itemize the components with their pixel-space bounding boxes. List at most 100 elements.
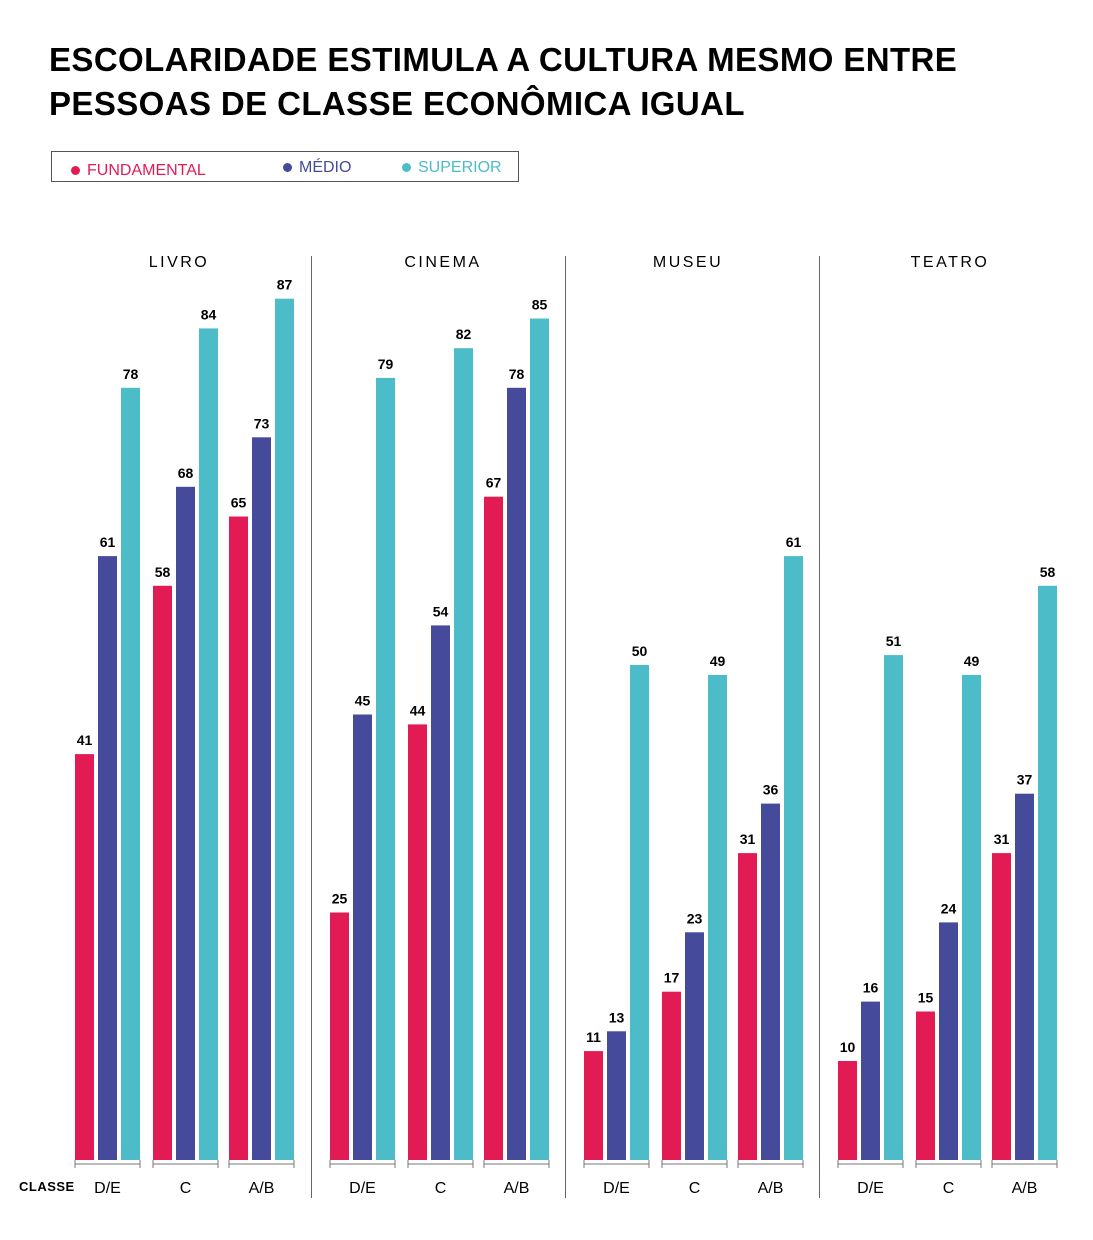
data-label: 51 (886, 633, 902, 649)
bar-museu-c-médio (685, 932, 704, 1160)
panel-divider-3 (819, 256, 820, 1198)
tick-label: C (180, 1180, 192, 1197)
bar-cinema-de-superior (376, 377, 395, 1160)
bar-livro-c-superior (199, 328, 218, 1160)
bar-museu-de-superior (630, 665, 649, 1160)
panel-divider-2 (565, 256, 566, 1198)
panel-title-cinema: CINEMA (404, 254, 482, 271)
data-label: 31 (994, 831, 1010, 847)
data-label: 13 (609, 1009, 625, 1025)
tick-label: C (943, 1180, 955, 1197)
legend-swatch-superior (402, 163, 411, 172)
legend-item-fundamental: FUNDAMENTAL (71, 155, 206, 186)
data-label: 10 (840, 1039, 856, 1055)
data-label: 23 (687, 910, 703, 926)
data-label: 25 (332, 891, 348, 907)
data-label: 44 (410, 702, 426, 718)
data-label: 73 (254, 415, 270, 431)
data-label: 36 (763, 782, 779, 798)
bar-museu-ab-médio (761, 803, 780, 1160)
tick-label: D/E (94, 1180, 121, 1197)
bar-cinema-c-fundamental (408, 724, 427, 1160)
bar-teatro-c-médio (939, 922, 958, 1160)
legend-item-superior: SUPERIOR (402, 152, 502, 183)
bar-teatro-de-superior (884, 655, 903, 1160)
bar-cinema-ab-superior (530, 318, 549, 1160)
bar-museu-ab-fundamental (738, 853, 757, 1160)
data-label: 78 (509, 366, 525, 382)
data-label: 87 (277, 277, 293, 293)
legend-label-medio: MÉDIO (299, 158, 352, 176)
data-label: 24 (941, 900, 957, 916)
bar-livro-c-fundamental (153, 585, 172, 1160)
data-label: 54 (433, 603, 449, 619)
tick-label: A/B (1012, 1180, 1038, 1197)
data-label: 41 (77, 732, 93, 748)
tick-label: D/E (857, 1180, 884, 1197)
data-label: 11 (586, 1029, 601, 1045)
bar-museu-c-fundamental (662, 991, 681, 1160)
tick-label: C (689, 1180, 701, 1197)
data-label: 82 (456, 326, 472, 342)
tick-label: D/E (349, 1180, 376, 1197)
bar-cinema-de-médio (353, 714, 372, 1160)
tick-label: D/E (603, 1180, 630, 1197)
data-label: 37 (1017, 772, 1033, 788)
chart-title-line-2: PESSOAS DE CLASSE ECONÔMICA IGUAL (49, 85, 745, 122)
x-axis-title: CLASSE (19, 1179, 75, 1194)
bar-cinema-c-médio (431, 625, 450, 1160)
chart-title-line-1: ESCOLARIDADE ESTIMULA A CULTURA MESMO EN… (49, 41, 958, 78)
bar-teatro-ab-superior (1038, 585, 1057, 1160)
bar-livro-de-fundamental (75, 754, 94, 1160)
bar-cinema-ab-médio (507, 387, 526, 1160)
chart-title: ESCOLARIDADE ESTIMULA A CULTURA MESMO EN… (49, 38, 957, 126)
bar-teatro-ab-médio (1015, 793, 1034, 1160)
bar-teatro-c-fundamental (916, 1011, 935, 1160)
bar-teatro-ab-fundamental (992, 853, 1011, 1160)
bar-museu-c-superior (708, 674, 727, 1160)
data-label: 61 (786, 534, 802, 550)
bar-livro-ab-médio (252, 437, 271, 1160)
bar-livro-ab-fundamental (229, 516, 248, 1160)
data-label: 79 (378, 356, 394, 372)
bar-museu-de-médio (607, 1031, 626, 1160)
bar-livro-de-médio (98, 556, 117, 1160)
data-label: 49 (710, 653, 726, 669)
bar-livro-ab-superior (275, 298, 294, 1160)
legend-swatch-medio (283, 163, 292, 172)
data-label: 61 (100, 534, 116, 550)
tick-label: A/B (249, 1180, 275, 1197)
data-label: 50 (632, 643, 648, 659)
panel-title-teatro: TEATRO (910, 254, 990, 271)
tick-label: A/B (504, 1180, 530, 1197)
data-label: 84 (201, 306, 217, 322)
panel-title-livro: LIVRO (148, 254, 210, 271)
data-label: 65 (231, 495, 247, 511)
legend-swatch-fundamental (71, 166, 80, 175)
data-label: 85 (532, 297, 548, 313)
bar-livro-c-médio (176, 486, 195, 1160)
legend-label-superior: SUPERIOR (418, 158, 502, 176)
bar-cinema-de-fundamental (330, 912, 349, 1160)
legend-item-medio: MÉDIO (283, 152, 351, 183)
data-label: 45 (355, 693, 371, 709)
data-label: 68 (178, 465, 194, 481)
bar-teatro-de-médio (861, 1001, 880, 1160)
bar-museu-ab-superior (784, 556, 803, 1160)
data-label: 49 (964, 653, 980, 669)
bar-cinema-c-superior (454, 348, 473, 1160)
data-label: 15 (918, 990, 934, 1006)
data-label: 58 (155, 564, 171, 580)
data-label: 78 (123, 366, 139, 382)
bar-livro-de-superior (121, 387, 140, 1160)
bar-teatro-de-fundamental (838, 1061, 857, 1160)
bar-cinema-ab-fundamental (484, 496, 503, 1160)
legend-label-fundamental: FUNDAMENTAL (87, 161, 206, 179)
data-label: 67 (486, 475, 502, 491)
tick-label: C (435, 1180, 447, 1197)
data-label: 17 (664, 970, 680, 986)
bar-teatro-c-superior (962, 674, 981, 1160)
bar-museu-de-fundamental (584, 1051, 603, 1160)
tick-label: A/B (758, 1180, 784, 1197)
